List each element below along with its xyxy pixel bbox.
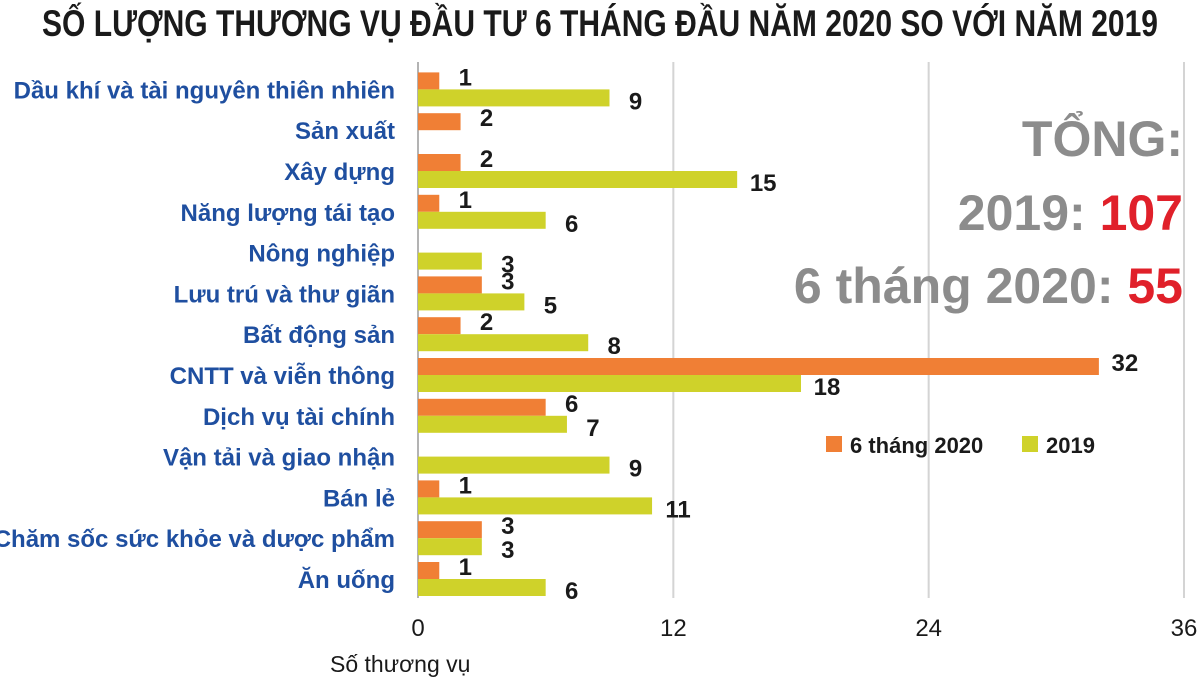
bars: [418, 72, 1099, 596]
bar-2019: [418, 171, 738, 188]
category-label: Lưu trú và thư giãn: [174, 281, 395, 308]
x-tick-label: 0: [411, 615, 424, 642]
data-label-2019: 18: [814, 374, 841, 401]
bar-2020: [418, 358, 1099, 375]
data-label-2020: 1: [459, 554, 472, 581]
category-label: Năng lượng tái tạo: [181, 200, 395, 227]
data-label-2019: 11: [665, 496, 690, 523]
x-axis-title: Số thương vụ: [330, 651, 470, 677]
data-label-2019: 9: [629, 456, 642, 483]
data-label-2020: 3: [501, 268, 514, 295]
bar-2019: [418, 252, 482, 270]
data-label-2019: 8: [608, 333, 621, 360]
chart-title: SỐ LƯỢNG THƯƠNG VỤ ĐẦU TƯ 6 THÁNG ĐẦU NĂ…: [42, 2, 1158, 44]
totals-label-2020: 6 tháng 2020:: [794, 258, 1127, 314]
data-label-2020: 1: [459, 472, 472, 499]
data-label-2019: 3: [501, 252, 514, 279]
bar-2020: [418, 154, 461, 171]
bar-2020: [418, 562, 440, 579]
x-tick-label: 24: [915, 615, 942, 642]
data-label-2019: 6: [565, 211, 578, 238]
bar-2020: [418, 113, 461, 131]
bar-2019: [418, 415, 567, 433]
category-label: Ăn uống: [298, 566, 395, 594]
data-label-2020: 1: [459, 187, 472, 214]
legend-label-2019: 2019: [1046, 433, 1095, 458]
bar-2020: [418, 194, 440, 212]
category-label: Xây dựng: [284, 159, 395, 186]
legend-swatch-2019: [1022, 436, 1038, 452]
bar-2019: [418, 293, 525, 311]
category-label: Vận tải và giao nhận: [163, 445, 395, 472]
totals-row-2020: 6 tháng 2020: 55: [794, 258, 1183, 314]
totals-row-2019: 2019: 107: [958, 185, 1183, 241]
data-label-2019: 3: [501, 537, 514, 564]
category-label: Nông nghiệp: [248, 241, 395, 268]
data-label-2019: 9: [629, 88, 642, 115]
category-label: Chăm sốc sức khỏe và dược phẩm: [0, 526, 395, 553]
bar-2019: [418, 375, 801, 392]
totals-value-2019: 107: [1100, 185, 1183, 241]
category-label: CNTT và viễn thông: [170, 362, 395, 390]
bar-2019: [418, 456, 610, 474]
bar-2019: [418, 211, 546, 229]
category-label: Bất động sản: [243, 322, 395, 349]
bar-2019: [418, 89, 610, 107]
bar-2020: [418, 317, 461, 335]
data-label-2020: 2: [480, 309, 493, 336]
bar-2020: [418, 480, 440, 498]
data-label-2020: 2: [480, 105, 493, 132]
data-label-2020: 6: [565, 391, 578, 418]
bar-2020: [418, 72, 440, 90]
x-axis: 0 12 24 36: [411, 615, 1197, 642]
totals-value-2020: 55: [1127, 258, 1183, 314]
bar-2019: [418, 538, 482, 556]
data-label-2020: 3: [501, 513, 514, 540]
category-label: Bán lẻ: [323, 485, 395, 512]
bar-2020: [418, 276, 482, 294]
bar-2019: [418, 334, 589, 352]
category-label: Dịch vụ tài chính: [203, 404, 395, 431]
data-label-2019: 15: [750, 170, 777, 197]
data-label-2019: 6: [565, 578, 578, 605]
x-tick-label: 12: [660, 615, 687, 642]
labels: Dầu khí và tài nguyên thiên nhiên Sản xuấ…: [0, 64, 1138, 605]
legend-swatch-2020: [826, 436, 842, 452]
data-label-2020: 2: [480, 146, 493, 173]
data-label-2019: 7: [586, 415, 599, 442]
totals-heading: TỔNG:: [1022, 110, 1183, 167]
bar-2020: [418, 521, 482, 539]
category-label: Sản xuất: [295, 118, 395, 145]
legend-label-2020: 6 tháng 2020: [850, 433, 983, 458]
bar-2019: [418, 497, 653, 515]
legend: 6 tháng 2020 2019: [826, 433, 1095, 458]
bar-2019: [418, 579, 546, 596]
category-label: Dầu khí và tài nguyên thiên nhiên: [14, 77, 395, 104]
data-label-2020: 1: [459, 64, 472, 91]
x-tick-label: 36: [1171, 615, 1198, 642]
totals-box: TỔNG: 2019: 107 6 tháng 2020: 55: [794, 110, 1183, 314]
data-label-2019: 5: [544, 292, 557, 319]
data-label-2020: 32: [1112, 350, 1139, 377]
bar-2020: [418, 398, 546, 416]
totals-label-2019: 2019:: [958, 185, 1100, 241]
